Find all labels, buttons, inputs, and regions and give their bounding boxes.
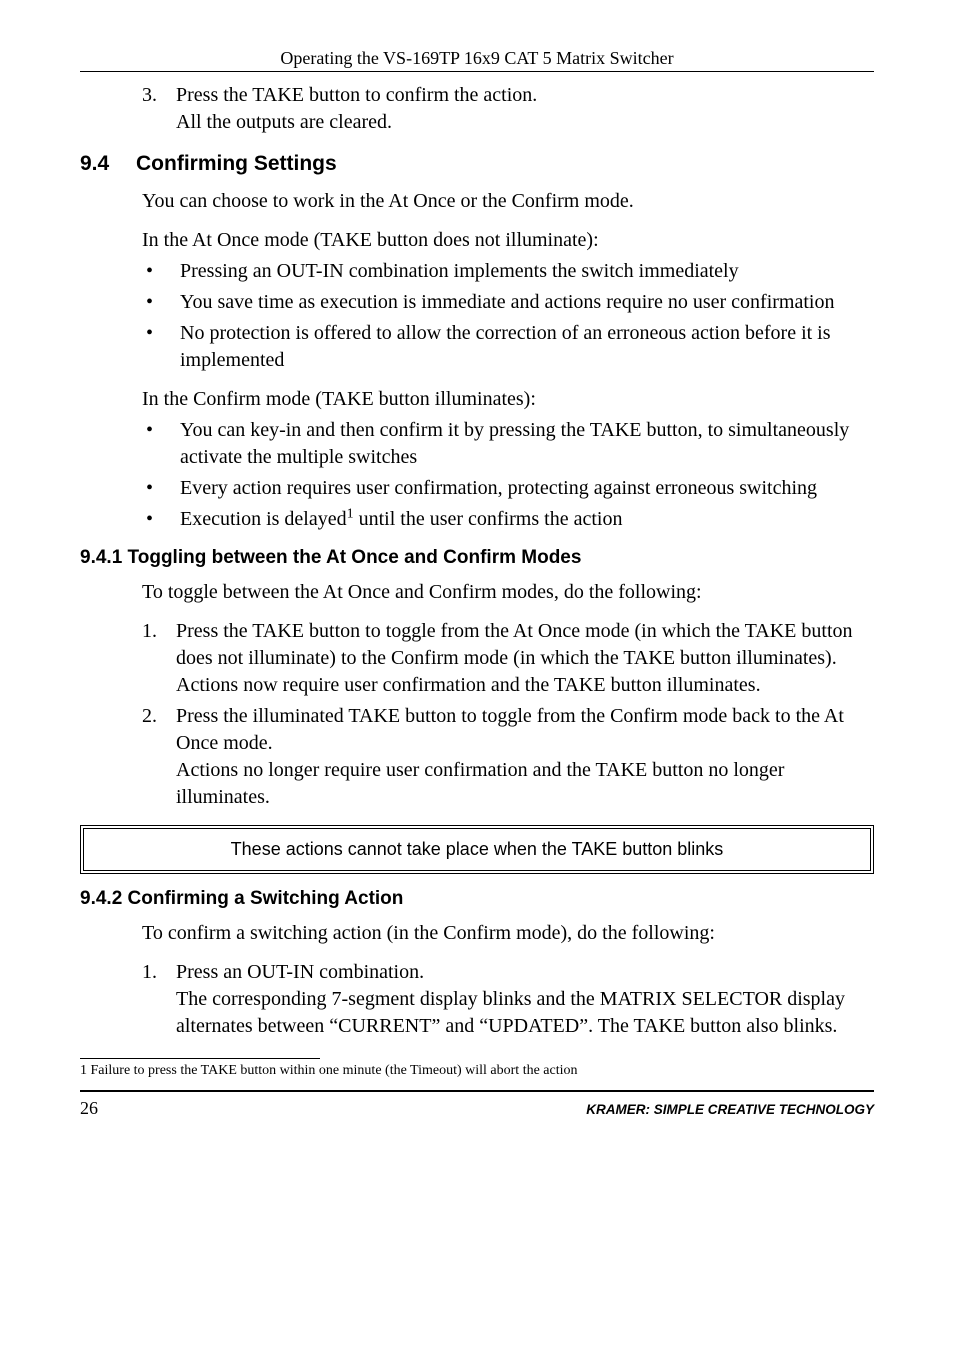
list-item: • No protection is offered to allow the … bbox=[142, 320, 874, 374]
bullet-list-a: • Pressing an OUT-IN combination impleme… bbox=[80, 258, 874, 374]
numbered-step: 1. Press an OUT-IN combination. The corr… bbox=[142, 959, 874, 1040]
bullet-icon: • bbox=[142, 506, 180, 533]
footer: 26 KRAMER: SIMPLE CREATIVE TECHNOLOGY bbox=[80, 1098, 874, 1119]
paragraph: You can choose to work in the At Once or… bbox=[142, 188, 874, 215]
step-number: 3. bbox=[142, 82, 176, 136]
step-text: Press the TAKE button to confirm the act… bbox=[176, 84, 537, 106]
bullet-icon: • bbox=[142, 320, 180, 374]
step-number: 2. bbox=[142, 703, 176, 811]
bullet-text: You save time as execution is immediate … bbox=[180, 289, 834, 316]
list-item: • Pressing an OUT-IN combination impleme… bbox=[142, 258, 874, 285]
bullet-icon: • bbox=[142, 258, 180, 285]
heading-number: 9.4 bbox=[80, 152, 136, 176]
heading-title: Confirming Settings bbox=[136, 152, 337, 176]
bullet-text: You can key-in and then confirm it by pr… bbox=[180, 417, 874, 471]
list-item: • Execution is delayed1 until the user c… bbox=[142, 506, 874, 533]
step-number: 1. bbox=[142, 959, 176, 1040]
step-text: All the outputs are cleared. bbox=[176, 111, 392, 133]
page-number: 26 bbox=[80, 1098, 98, 1119]
step-body: Press an OUT-IN combination. The corresp… bbox=[176, 959, 874, 1040]
step-body: Press the TAKE button to confirm the act… bbox=[176, 82, 874, 136]
bullet-text: Pressing an OUT-IN combination implement… bbox=[180, 258, 739, 285]
paragraph: In the At Once mode (TAKE button does no… bbox=[142, 227, 874, 254]
list-item: • Every action requires user confirmatio… bbox=[142, 475, 874, 502]
bullet-text: Execution is delayed1 until the user con… bbox=[180, 506, 622, 533]
page: Operating the VS-169TP 16x9 CAT 5 Matrix… bbox=[0, 0, 954, 1159]
section-heading-9-4-2: 9.4.2 Confirming a Switching Action bbox=[80, 888, 874, 910]
footnote: 1 Failure to press the TAKE button withi… bbox=[80, 1063, 874, 1080]
bullet-icon: • bbox=[142, 289, 180, 316]
step-text: The corresponding 7-segment display blin… bbox=[176, 988, 845, 1037]
step-text: Actions now require user confirmation an… bbox=[176, 674, 761, 696]
top-step: 3. Press the TAKE button to confirm the … bbox=[142, 82, 874, 136]
callout-text: These actions cannot take place when the… bbox=[231, 839, 724, 859]
head-rule bbox=[80, 71, 874, 72]
step-body: Press the TAKE button to toggle from the… bbox=[176, 618, 874, 699]
section-heading-9-4: 9.4 Confirming Settings bbox=[80, 152, 874, 176]
bullet-text-post: until the user confirms the action bbox=[354, 508, 623, 530]
section-heading-9-4-1: 9.4.1 Toggling between the At Once and C… bbox=[80, 547, 874, 569]
numbered-step: 1. Press the TAKE button to toggle from … bbox=[142, 618, 874, 699]
list-item: • You can key-in and then confirm it by … bbox=[142, 417, 874, 471]
numbered-step: 2. Press the illuminated TAKE button to … bbox=[142, 703, 874, 811]
footnote-rule bbox=[80, 1058, 320, 1059]
step-number: 1. bbox=[142, 618, 176, 699]
paragraph: To confirm a switching action (in the Co… bbox=[142, 920, 874, 947]
step-text: Actions no longer require user confirmat… bbox=[176, 759, 784, 808]
list-item: • You save time as execution is immediat… bbox=[142, 289, 874, 316]
bullet-text: No protection is offered to allow the co… bbox=[180, 320, 874, 374]
step-text: Press the illuminated TAKE button to tog… bbox=[176, 705, 844, 754]
bullet-list-b: • You can key-in and then confirm it by … bbox=[80, 417, 874, 533]
step-body: Press the illuminated TAKE button to tog… bbox=[176, 703, 874, 811]
footnote-ref: 1 bbox=[347, 506, 354, 521]
footer-brand: KRAMER: SIMPLE CREATIVE TECHNOLOGY bbox=[586, 1102, 874, 1117]
bullet-text-pre: Execution is delayed bbox=[180, 508, 347, 530]
bullet-icon: • bbox=[142, 417, 180, 471]
bullet-text: Every action requires user confirmation,… bbox=[180, 475, 817, 502]
paragraph: To toggle between the At Once and Confir… bbox=[142, 579, 874, 606]
paragraph: In the Confirm mode (TAKE button illumin… bbox=[142, 386, 874, 413]
step-text: Press the TAKE button to toggle from the… bbox=[176, 620, 853, 669]
bullet-icon: • bbox=[142, 475, 180, 502]
step-text: Press an OUT-IN combination. bbox=[176, 961, 424, 983]
running-head: Operating the VS-169TP 16x9 CAT 5 Matrix… bbox=[80, 48, 874, 69]
callout-box: These actions cannot take place when the… bbox=[80, 825, 874, 874]
footer-rule bbox=[80, 1090, 874, 1092]
